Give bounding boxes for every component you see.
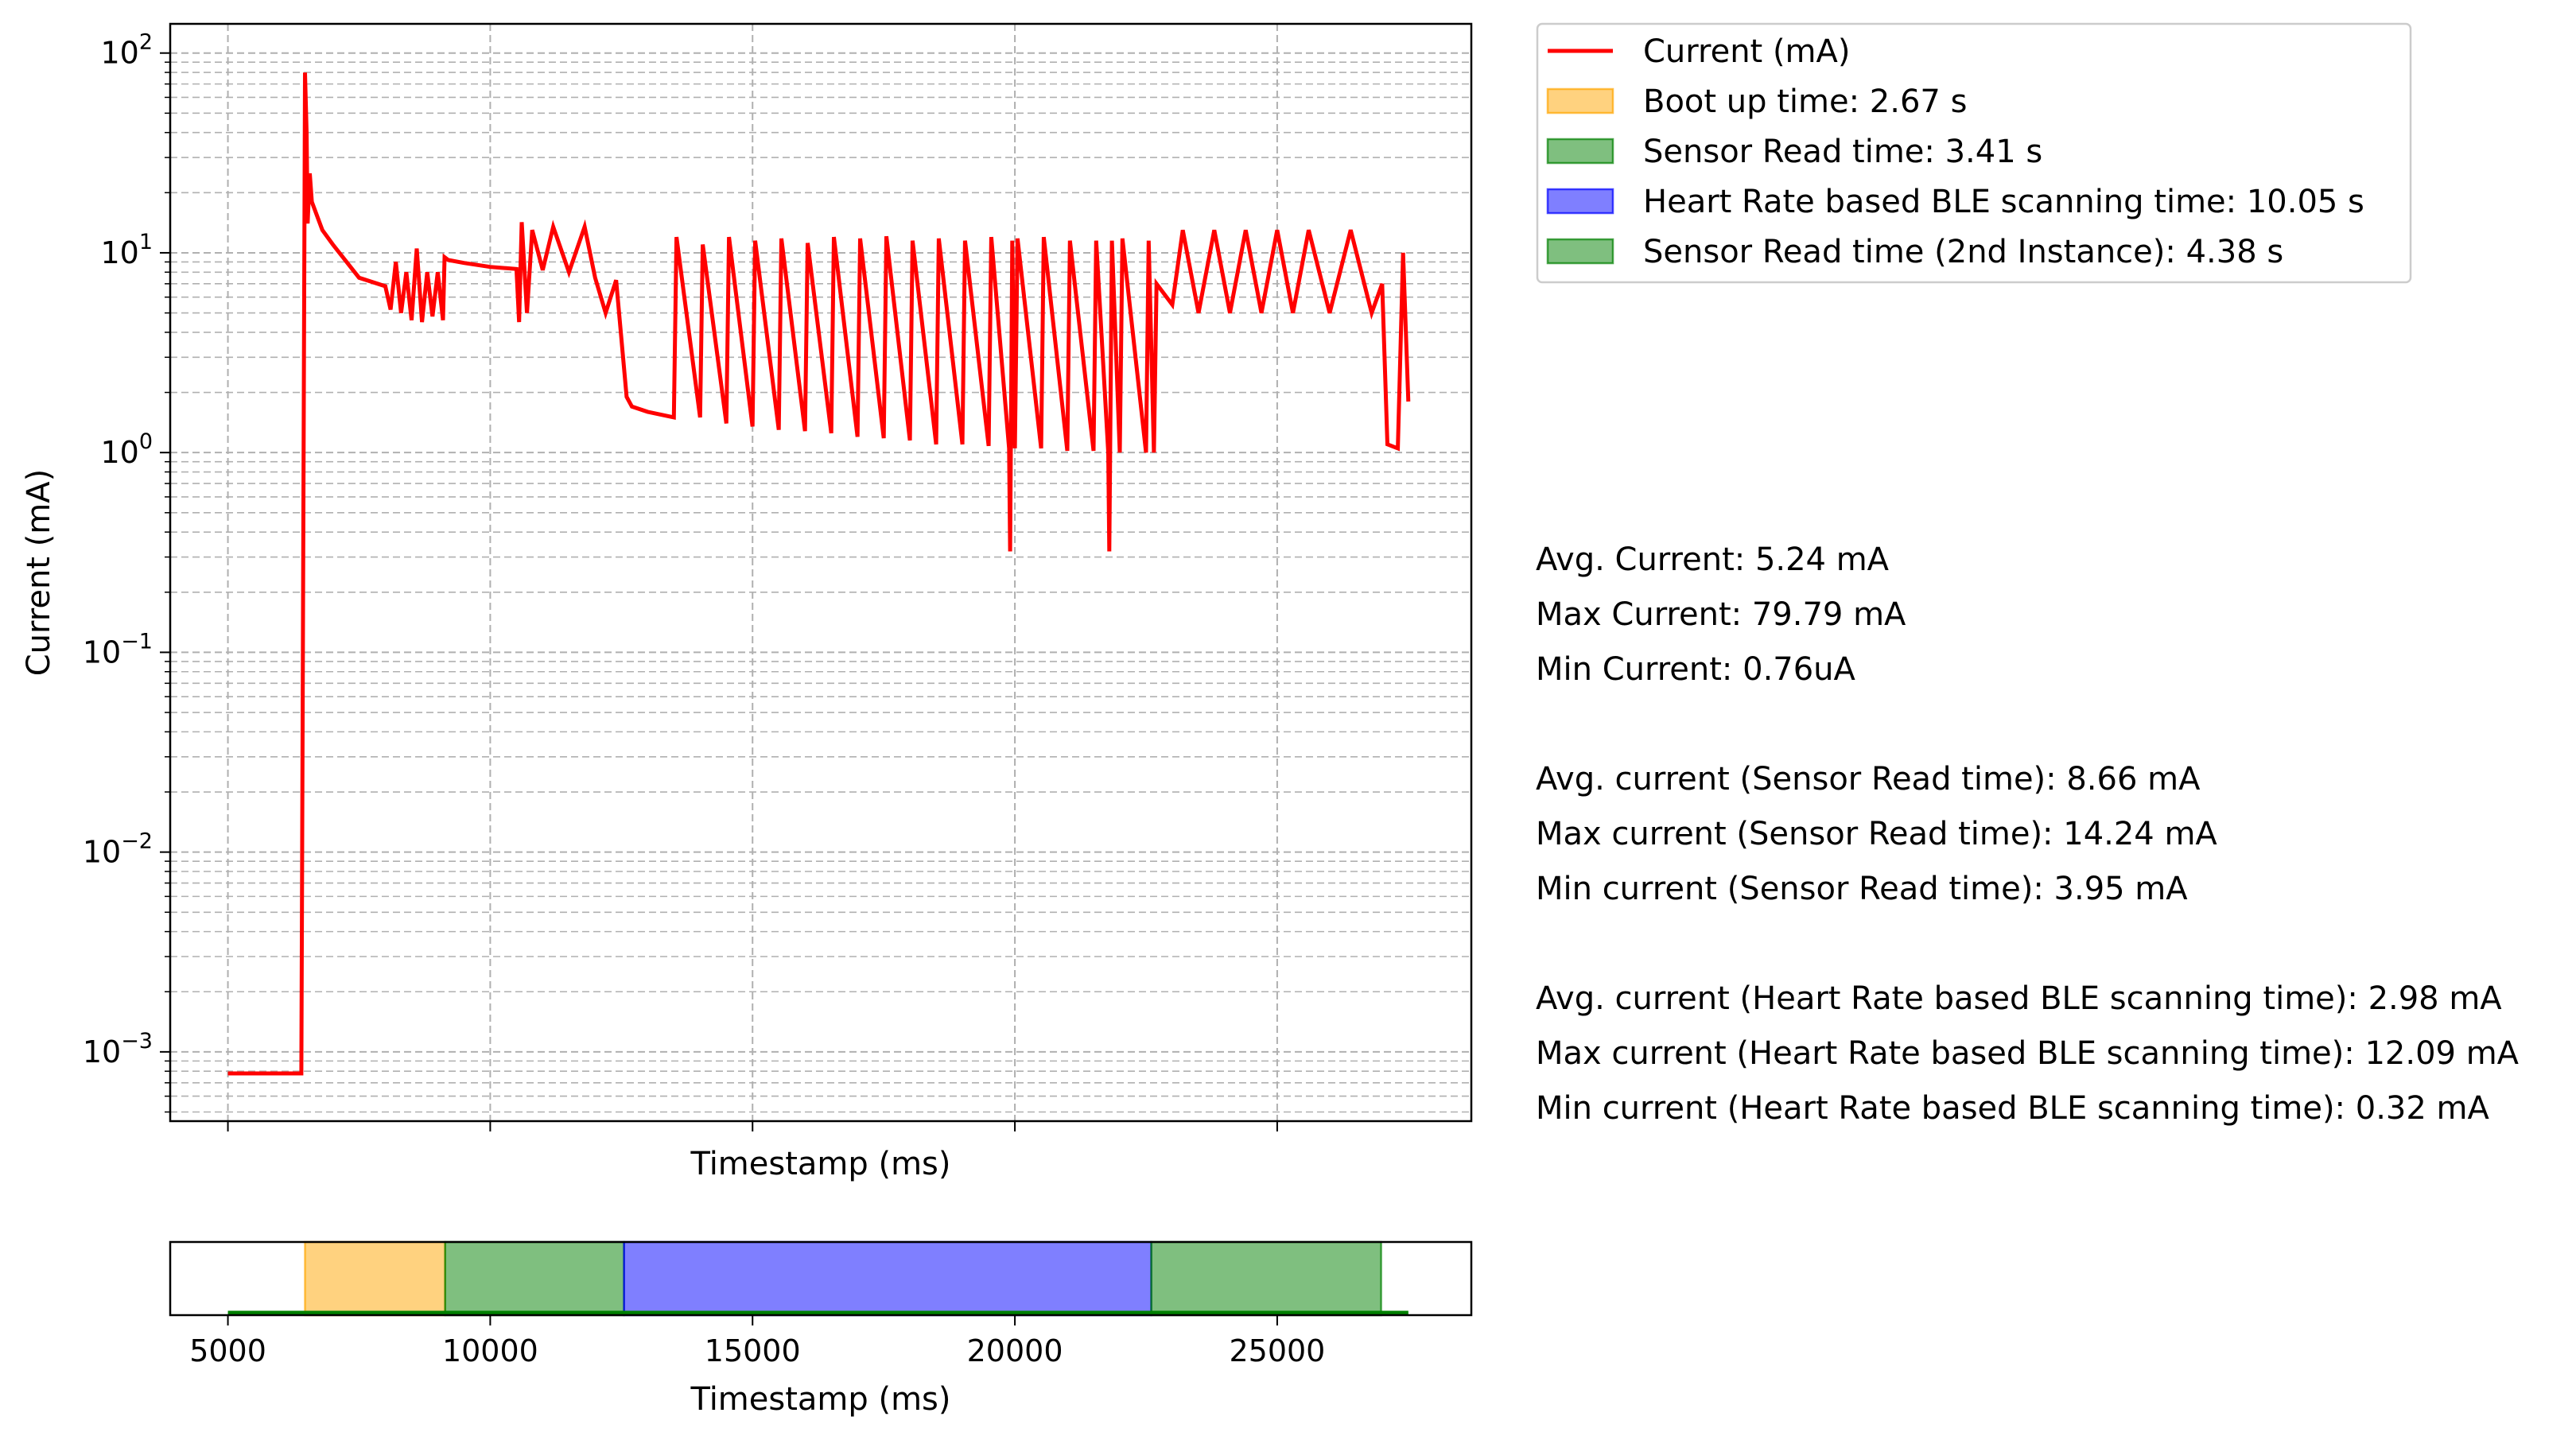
timeline-x-tick-label: 10000 <box>442 1333 538 1368</box>
timeline-x-axis-label: Timestamp (ms) <box>690 1381 950 1418</box>
main-line <box>227 72 1411 1076</box>
main-x-axis-label: Timestamp (ms) <box>690 1146 950 1182</box>
timeline-x-ticks: 5000 10000 15000 20000 25000 <box>189 1315 1325 1368</box>
timeline-x-tick-label: 5000 <box>189 1333 266 1368</box>
stat-max-sensor-read: Max current (Sensor Read time): 14.24 mA <box>1536 816 2217 852</box>
stat-avg-sensor-read: Avg. current (Sensor Read time): 8.66 mA <box>1536 761 2201 798</box>
timeline-frame <box>169 1240 1473 1317</box>
legend-label: Boot up time: 2.67 s <box>1643 83 1967 120</box>
stat-max-current: Max Current: 79.79 mA <box>1536 596 1906 633</box>
y-tick-label: 10−3 <box>83 1029 153 1069</box>
series-line-current <box>227 72 1411 1076</box>
main-grid <box>170 24 1471 1121</box>
main-plot-background <box>170 24 1471 1121</box>
legend-label: Sensor Read time (2nd Instance): 4.38 s <box>1643 234 2283 270</box>
legend-patch-swatch <box>1546 188 1614 215</box>
legend-items: Current (mA) Boot up time: 2.67 s Sensor R… <box>1546 33 2364 270</box>
stat-min-sensor-read: Min current (Sensor Read time): 3.95 mA <box>1536 871 2188 907</box>
timeline-span <box>444 1240 625 1317</box>
legend-patch-swatch <box>1546 138 1614 165</box>
legend-label: Sensor Read time: 3.41 s <box>1643 134 2042 170</box>
main-x-ticks <box>227 1121 1278 1131</box>
y-tick-label: 10−1 <box>83 629 153 669</box>
timeline-x-tick-label: 25000 <box>1229 1333 1325 1368</box>
y-tick-label: 10−2 <box>83 829 153 870</box>
timeline-span <box>1150 1240 1382 1317</box>
legend-patch-swatch <box>1546 238 1614 265</box>
legend-frame <box>1536 22 2412 284</box>
timeline-span <box>623 1240 1152 1317</box>
legend: Current (mA) Boot up time: 2.67 s Sensor R… <box>1536 22 2412 284</box>
stat-min-current: Min Current: 0.76uA <box>1536 651 1855 688</box>
stat-avg-ble-scanning: Avg. current (Heart Rate based BLE scann… <box>1536 980 2502 1017</box>
stat-max-ble-scanning: Max current (Heart Rate based BLE scanni… <box>1536 1035 2520 1072</box>
legend-patch-swatch <box>1546 87 1614 114</box>
y-tick-label: 100 <box>100 429 153 470</box>
timeline-span <box>304 1240 446 1317</box>
main-y-ticks: 10−3 10−2 10−1 100 101 102 <box>83 30 170 1113</box>
y-tick-label: 102 <box>100 30 153 71</box>
timeline-x-tick-label: 20000 <box>967 1333 1063 1368</box>
timeline-plot: 5000 10000 15000 20000 25000 Timestamp (ms) <box>169 1240 1473 1418</box>
main-plot-frame <box>169 22 1473 1123</box>
main-plot: 10−3 10−2 10−1 100 101 102 Timestamp (ms) Cur… <box>21 22 1473 1182</box>
main-y-axis-label: Current (mA) <box>21 469 57 677</box>
legend-label: Heart Rate based BLE scanning time: 10.0… <box>1643 184 2364 220</box>
stat-min-ble-scanning: Min current (Heart Rate based BLE scanni… <box>1536 1090 2489 1127</box>
stat-avg-current: Avg. Current: 5.24 mA <box>1536 541 1890 578</box>
timeline-x-tick-label: 15000 <box>705 1333 801 1368</box>
timeline-spans <box>304 1240 1382 1317</box>
legend-label: Current (mA) <box>1643 33 1851 70</box>
y-tick-label: 101 <box>100 230 153 270</box>
